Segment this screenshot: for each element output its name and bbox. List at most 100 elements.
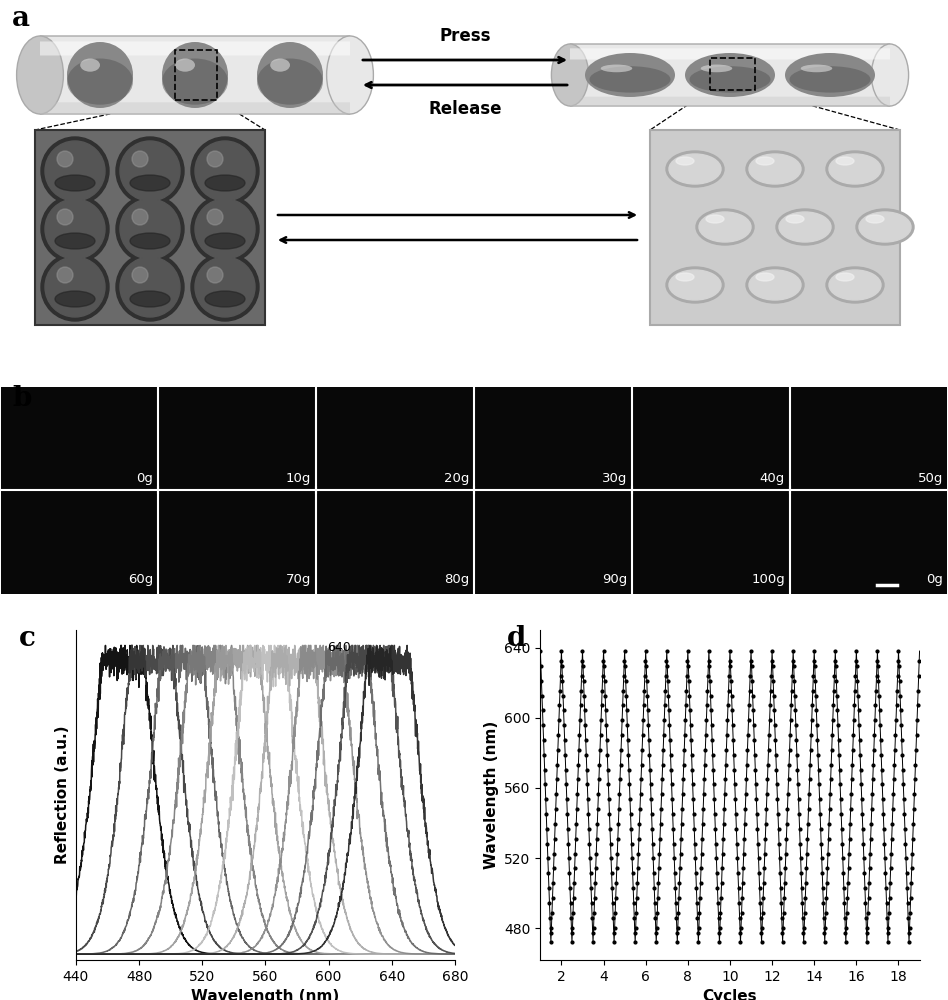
- Point: [576, 673, 592, 689]
- Point: [678, 697, 693, 713]
- Point: [729, 821, 744, 837]
- Point: [753, 910, 768, 926]
- Point: [535, 702, 550, 718]
- X-axis label: Cycles: Cycles: [702, 989, 757, 1000]
- Point: [563, 910, 578, 926]
- Point: [872, 702, 887, 718]
- Point: [843, 801, 858, 817]
- Point: [748, 776, 763, 792]
- Point: [834, 821, 849, 837]
- Point: [693, 860, 708, 876]
- Point: [739, 757, 755, 773]
- Point: [621, 747, 636, 763]
- Point: [848, 653, 864, 669]
- Point: [838, 925, 853, 941]
- Point: [837, 895, 852, 911]
- Point: [699, 712, 714, 728]
- Point: [895, 747, 910, 763]
- Point: [867, 712, 883, 728]
- Point: [767, 702, 782, 718]
- Point: [842, 831, 857, 847]
- Point: [823, 786, 838, 802]
- Point: [610, 860, 625, 876]
- Ellipse shape: [81, 58, 100, 72]
- Circle shape: [191, 253, 259, 321]
- Point: [587, 905, 602, 921]
- Point: [556, 702, 571, 718]
- Point: [836, 865, 851, 881]
- Point: [762, 697, 777, 713]
- Point: [752, 880, 767, 896]
- Point: [732, 910, 747, 926]
- Point: [884, 846, 899, 862]
- Point: [758, 801, 774, 817]
- Point: [735, 890, 750, 906]
- Point: [876, 806, 891, 822]
- Point: [733, 925, 748, 941]
- Y-axis label: Reflection (a.u.): Reflection (a.u.): [55, 726, 70, 864]
- Point: [547, 831, 562, 847]
- Point: [680, 668, 695, 684]
- Point: [559, 806, 574, 822]
- Point: [639, 658, 654, 674]
- Circle shape: [116, 195, 184, 263]
- Point: [702, 643, 717, 659]
- Point: [578, 747, 593, 763]
- Text: 20g: 20g: [444, 472, 469, 485]
- Point: [617, 658, 632, 674]
- Text: 50g: 50g: [918, 472, 943, 485]
- Point: [734, 920, 749, 936]
- Point: [881, 934, 896, 950]
- Point: [648, 934, 664, 950]
- Point: [802, 771, 817, 787]
- Point: [720, 697, 736, 713]
- Point: [681, 643, 696, 659]
- Point: [679, 683, 694, 699]
- Point: [843, 816, 858, 832]
- Point: [875, 776, 890, 792]
- Point: [557, 747, 573, 763]
- Point: [695, 816, 710, 832]
- Point: [779, 831, 794, 847]
- Point: [550, 757, 565, 773]
- Point: [546, 860, 561, 876]
- Point: [848, 643, 864, 659]
- Point: [544, 920, 559, 936]
- Point: [807, 653, 822, 669]
- Point: [609, 875, 624, 891]
- Point: [797, 890, 812, 906]
- Point: [755, 905, 770, 921]
- Point: [665, 821, 681, 837]
- Point: [549, 786, 564, 802]
- Circle shape: [45, 199, 105, 259]
- Point: [855, 821, 870, 837]
- Point: [743, 643, 758, 659]
- FancyBboxPatch shape: [570, 44, 890, 106]
- Point: [618, 673, 633, 689]
- Point: [548, 816, 563, 832]
- Point: [741, 712, 757, 728]
- Bar: [710, 58, 755, 90]
- Point: [771, 821, 786, 837]
- Point: [903, 875, 919, 891]
- Point: [727, 762, 742, 778]
- Text: 60g: 60g: [128, 573, 153, 586]
- Point: [768, 732, 783, 748]
- Text: 0g: 0g: [137, 472, 153, 485]
- Text: 40g: 40g: [759, 472, 785, 485]
- Point: [830, 717, 846, 733]
- Point: [603, 836, 618, 852]
- Point: [680, 653, 695, 669]
- Point: [702, 673, 718, 689]
- Point: [786, 658, 801, 674]
- Point: [534, 658, 549, 674]
- Point: [791, 776, 806, 792]
- Point: [664, 762, 679, 778]
- Circle shape: [207, 209, 223, 225]
- Point: [857, 880, 872, 896]
- Point: [669, 934, 684, 950]
- Circle shape: [41, 137, 109, 205]
- Point: [885, 786, 901, 802]
- Bar: [632, 386, 790, 492]
- Point: [623, 791, 638, 807]
